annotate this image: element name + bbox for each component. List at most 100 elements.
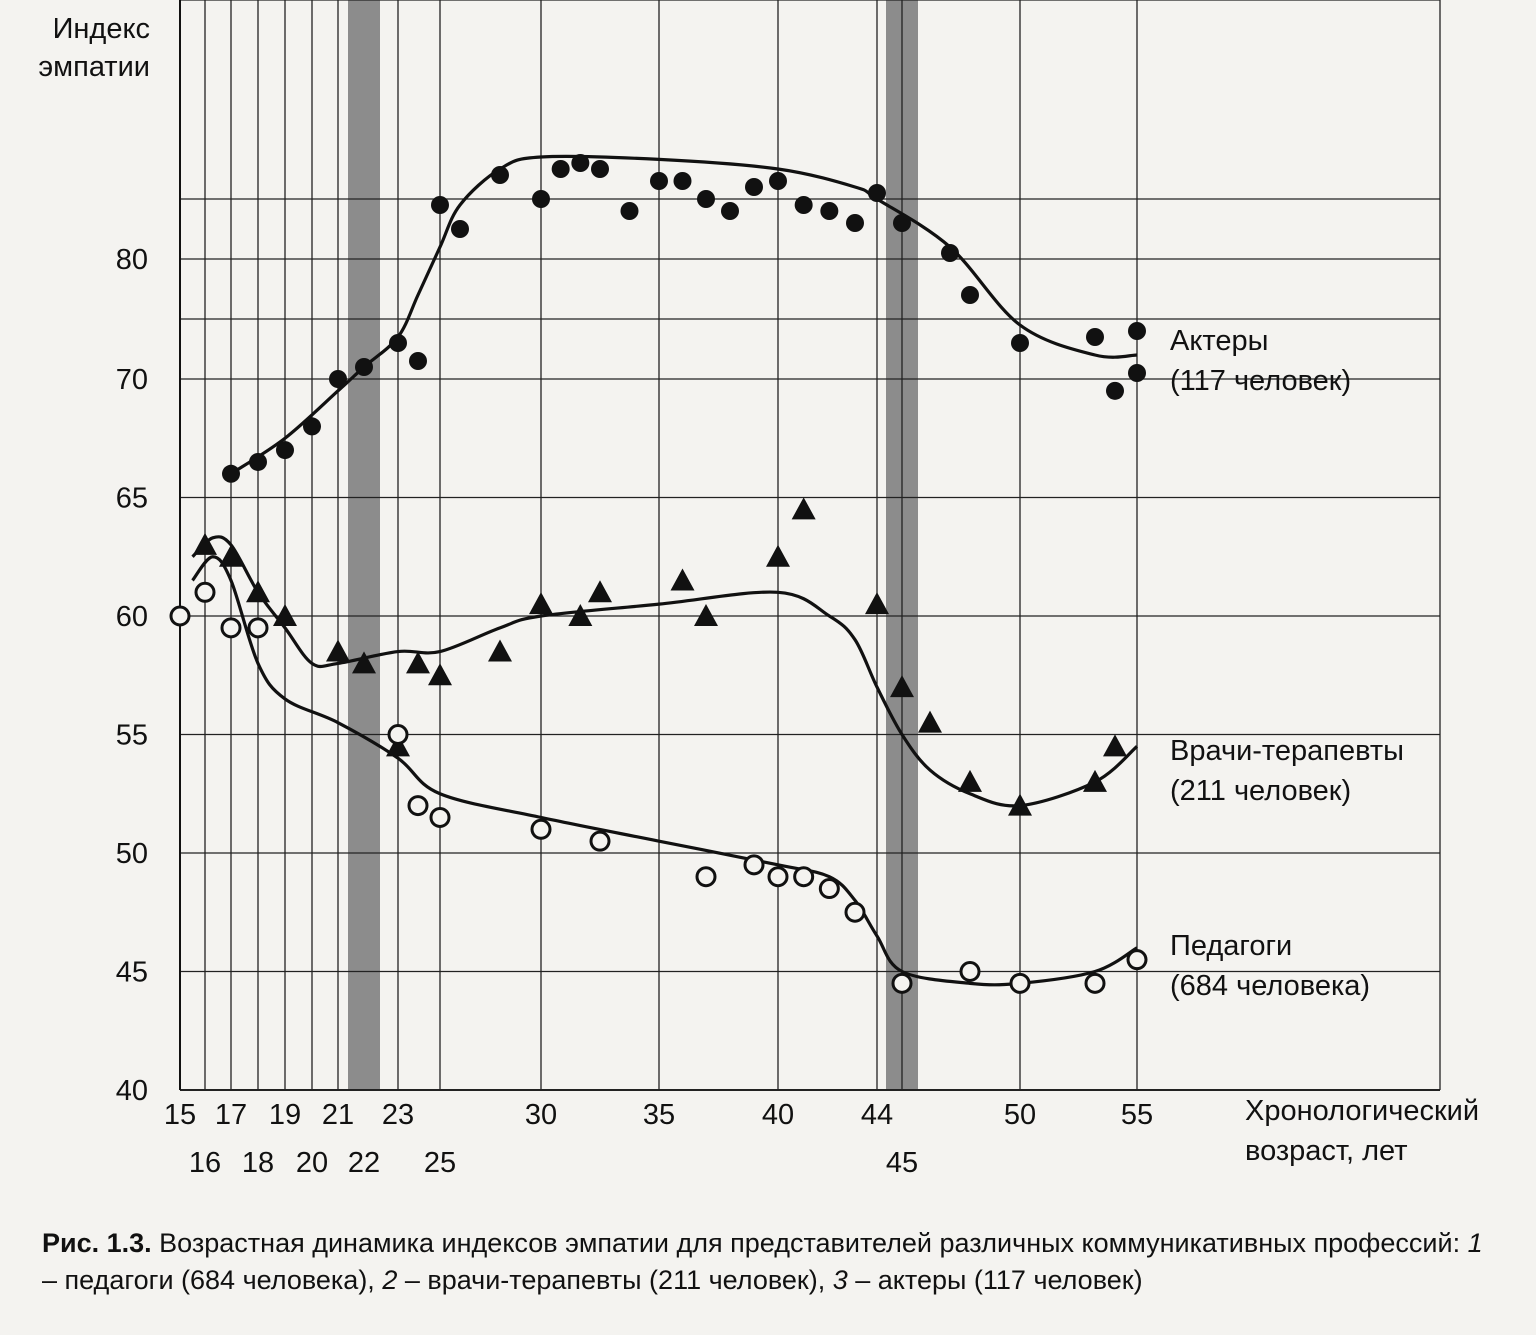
point-doctors [1103, 734, 1127, 757]
point-teachers [793, 866, 815, 888]
point-actors [697, 190, 715, 208]
shaded-columns [348, 0, 918, 1090]
point-actors [303, 417, 321, 436]
point-teachers [387, 724, 409, 745]
point-actors [431, 196, 449, 214]
point-doctors [694, 604, 718, 626]
point-teachers [695, 866, 717, 888]
x-tick-label: 18 [242, 1147, 274, 1179]
x-tick-label: 17 [215, 1099, 247, 1131]
point-actors [745, 178, 763, 196]
point-doctors [568, 604, 593, 626]
point-teachers [959, 961, 981, 982]
point-actors [571, 154, 590, 172]
x-axis-label: возраст, лет [1245, 1135, 1408, 1167]
point-doctors [219, 544, 243, 567]
point-teachers [1126, 949, 1148, 971]
y-axis-label: эмпатии [38, 51, 150, 83]
series-label: Педагоги [1170, 930, 1292, 962]
point-actors [1128, 364, 1146, 382]
x-tick-label: 21 [322, 1099, 354, 1131]
y-axis-label: Индекс [53, 13, 150, 45]
series-label: Актеры [1170, 325, 1268, 357]
point-actors [961, 286, 979, 304]
point-doctors [670, 568, 695, 591]
point-doctors [791, 497, 816, 520]
y-tick-label: 55 [116, 720, 148, 752]
point-actors [532, 190, 550, 208]
point-actors [1086, 328, 1104, 346]
y-tick-label: 50 [116, 838, 148, 870]
point-actors [650, 172, 668, 190]
point-teachers [530, 818, 552, 840]
figure-caption: Рис. 1.3. Возрастная динамика индексов э… [42, 1225, 1502, 1299]
x-tick-label: 45 [886, 1147, 918, 1179]
caption-text-1: Возрастная динамика индексов эмпатии для… [151, 1228, 1468, 1258]
caption-num-2: 2 [382, 1265, 398, 1295]
point-doctors [1008, 793, 1032, 816]
x-tick-label: 23 [382, 1099, 414, 1131]
y-tick-label: 70 [116, 364, 148, 396]
point-actors [591, 160, 609, 178]
point-teachers [589, 830, 611, 852]
caption-num-3: 3 [832, 1265, 848, 1295]
point-actors [1106, 381, 1124, 400]
point-actors [409, 352, 427, 370]
caption-text-4: – актеры (117 человек) [847, 1265, 1143, 1295]
caption-text-2: – педагоги (684 человека), [42, 1265, 383, 1295]
x-tick-label: 22 [348, 1147, 380, 1179]
point-teachers [1084, 972, 1106, 994]
x-tick-label: 30 [525, 1099, 557, 1131]
x-tick-label: 25 [424, 1147, 456, 1179]
x-tick-label: 35 [643, 1099, 675, 1131]
series-sublabel: (211 человек) [1170, 775, 1351, 807]
point-doctors [529, 592, 553, 615]
point-doctors [246, 580, 270, 603]
x-tick-label: 19 [269, 1099, 301, 1131]
point-doctors [1083, 769, 1107, 792]
point-actors [355, 358, 373, 376]
point-actors [451, 220, 469, 238]
series-sublabel: (117 человек) [1170, 365, 1351, 397]
point-actors [868, 184, 886, 202]
x-tick-label: 16 [189, 1147, 221, 1179]
x-axis-label: Хронологический [1245, 1095, 1479, 1127]
point-teachers [429, 806, 451, 828]
point-doctors [865, 592, 889, 615]
grid [179, 0, 1441, 1091]
series-curve-3 [191, 555, 1138, 987]
point-actors [893, 214, 911, 232]
point-actors [794, 196, 813, 214]
caption-num-1: 1 [1467, 1228, 1483, 1258]
point-doctors [193, 532, 217, 555]
point-teachers [844, 901, 866, 923]
point-doctors [386, 734, 410, 757]
caption-lead: Рис. 1.3. [42, 1228, 152, 1258]
shaded-column [348, 0, 380, 1090]
point-doctors [588, 580, 612, 603]
point-doctors [958, 769, 982, 792]
point-doctors [918, 710, 942, 733]
point-actors [721, 202, 739, 220]
point-teachers [169, 605, 191, 627]
point-teachers [818, 878, 840, 900]
point-actors [491, 166, 509, 184]
axis-text: 40 45 50 55 60 65 70 80 Индекс эмпатии 15 17 19 21 23 3… [38, 13, 1479, 1179]
x-tick-label: 44 [861, 1099, 893, 1131]
point-actors [673, 172, 692, 190]
trend-curves [191, 154, 1139, 987]
point-actors [769, 172, 787, 190]
x-tick-label: 15 [164, 1099, 196, 1131]
point-doctors [326, 639, 350, 662]
point-actors [1011, 334, 1029, 352]
x-tick-label: 55 [1121, 1099, 1153, 1131]
series-label: Врачи-терапевты [1170, 735, 1404, 767]
point-actors [389, 334, 407, 352]
series-sublabel: (684 человека) [1170, 970, 1370, 1002]
point-actors [551, 160, 570, 178]
point-teachers [194, 581, 216, 603]
y-tick-label: 65 [116, 483, 148, 515]
x-tick-label: 40 [762, 1099, 794, 1131]
y-tick-label: 80 [116, 244, 148, 276]
point-actors [846, 214, 864, 232]
